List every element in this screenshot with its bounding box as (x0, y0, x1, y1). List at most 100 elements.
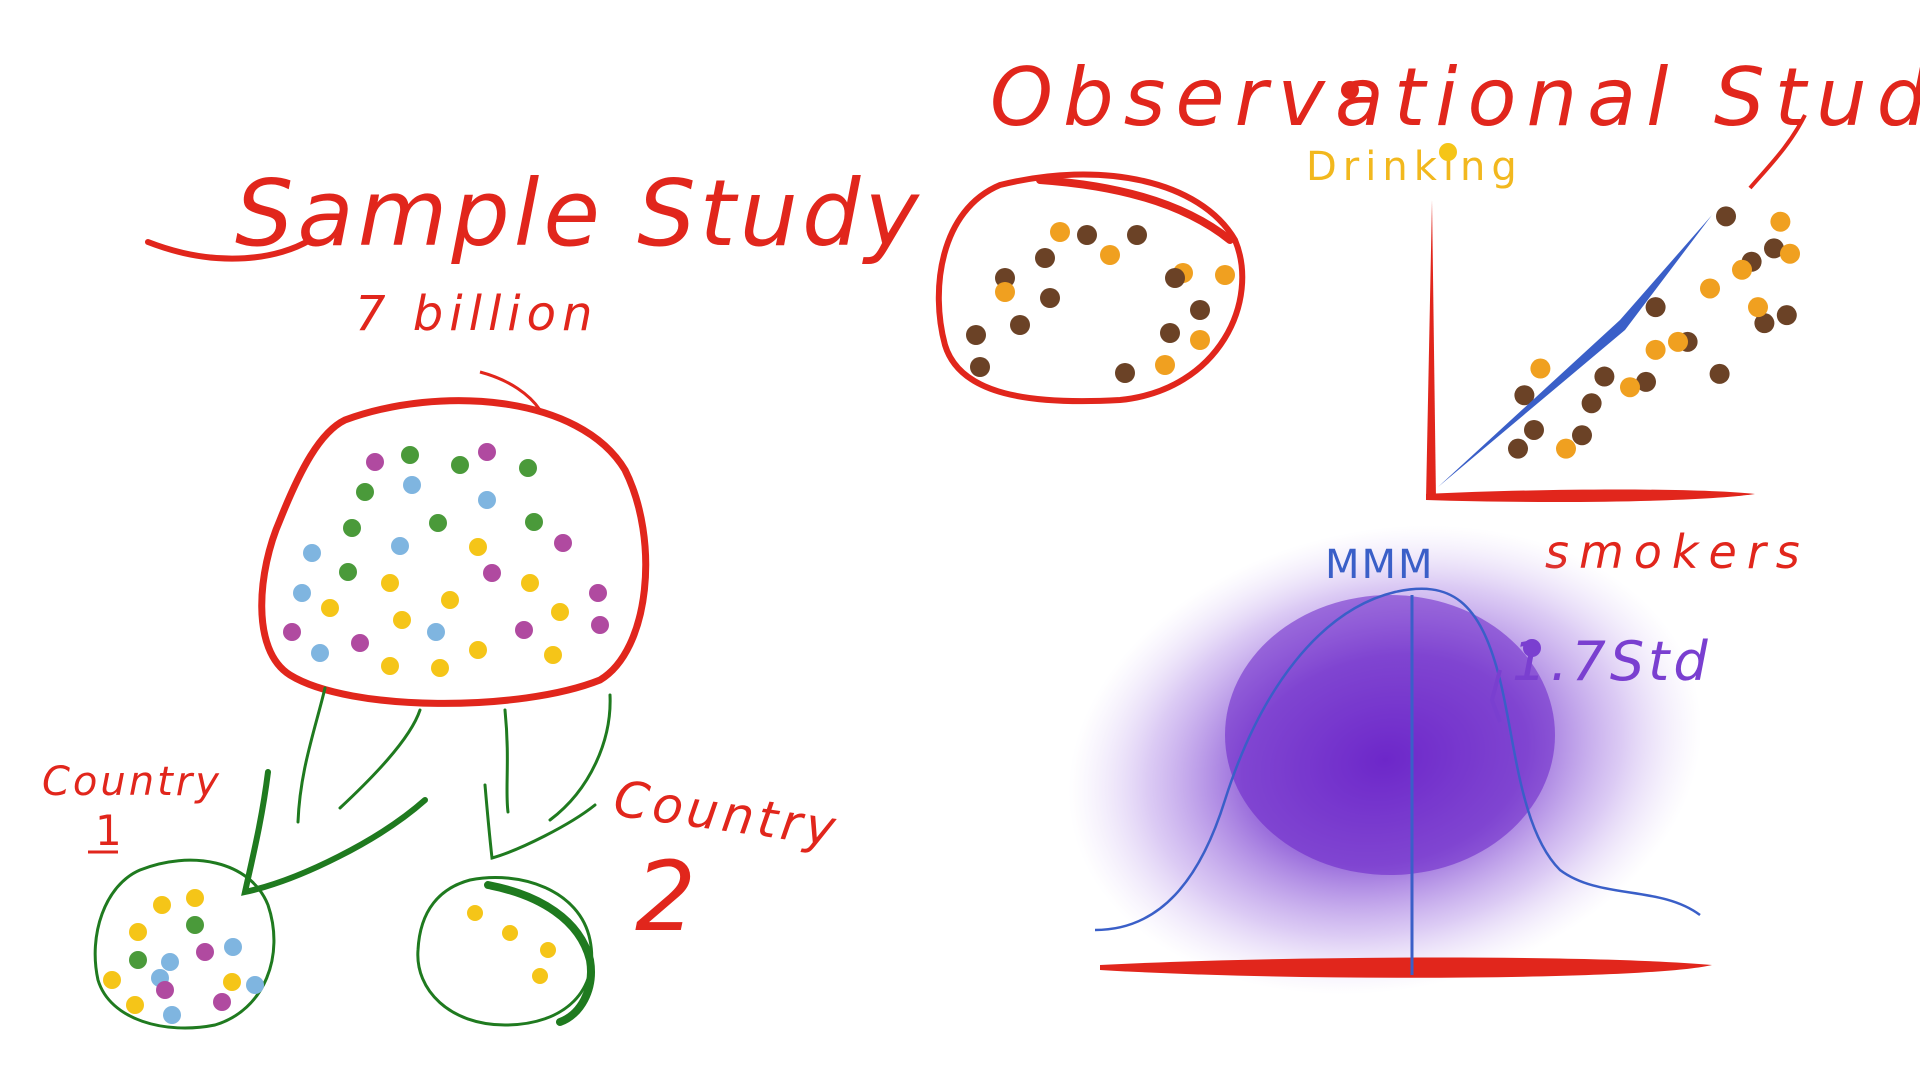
observational-sample-dot (995, 268, 1015, 288)
observational-sample-dot (1160, 323, 1180, 343)
population-dot (554, 534, 572, 552)
country2-dot (467, 905, 483, 921)
country2-dots (467, 905, 556, 984)
observational-sample-blob (935, 171, 1246, 405)
distribution-curve (1094, 587, 1701, 932)
title-tail-stroke (1748, 114, 1807, 190)
observational-sample-dot (995, 282, 1015, 302)
population-dot (303, 544, 321, 562)
population-dot (339, 563, 357, 581)
country1-label: Country (42, 759, 222, 805)
country1-dot (213, 993, 231, 1011)
scatter-point (1524, 419, 1544, 440)
scatter-point (1748, 297, 1768, 318)
scatter-y-label: Drinking (1306, 144, 1523, 190)
country1-dot (224, 938, 242, 956)
population-dot (451, 456, 469, 474)
country2-number: 2 (635, 841, 696, 953)
population-blob-accent (479, 370, 542, 411)
sample-study-title: Sample Study (235, 160, 923, 267)
population-dot (469, 538, 487, 556)
scatter-point (1732, 259, 1752, 280)
country1-dot (186, 916, 204, 934)
population-dot (525, 513, 543, 531)
scatter-point (1556, 438, 1576, 459)
population-dot (589, 584, 607, 602)
scatter-point (1645, 297, 1666, 318)
population-dot (591, 616, 609, 634)
scatter-point (1594, 366, 1615, 387)
country1-dot (163, 1006, 181, 1024)
population-dot (478, 491, 496, 509)
country2-blob-accent (484, 881, 595, 1026)
scatter-point (1636, 371, 1656, 392)
population-dot (478, 443, 496, 461)
population-dot (427, 623, 445, 641)
arrow-to-country2-a (503, 708, 510, 814)
scatter-point (1668, 331, 1688, 352)
scatter-point (1780, 243, 1800, 264)
observational-sample-dot (1115, 363, 1135, 383)
scatter-point (1645, 339, 1666, 360)
drinking-label-dot (1439, 143, 1457, 161)
mean-label: MMM (1325, 542, 1435, 588)
scatter-point (1620, 377, 1640, 398)
country1-dot (126, 996, 144, 1014)
country1-dot (153, 896, 171, 914)
population-dot (391, 537, 409, 555)
scatter-point (1530, 358, 1551, 379)
observational-sample-dot (1010, 315, 1030, 335)
arrow-to-country2-head (483, 783, 597, 860)
country1-dot (129, 923, 147, 941)
observational-sample-blob-accent (1036, 176, 1234, 244)
population-dot (293, 584, 311, 602)
population-dot (401, 446, 419, 464)
arrow-to-country1-b (338, 708, 422, 810)
population-dot (381, 657, 399, 675)
country2-blob (416, 876, 594, 1027)
population-dot (366, 453, 384, 471)
population-dot (283, 623, 301, 641)
scatter-y-axis (1426, 200, 1436, 500)
country1-dot (129, 951, 147, 969)
population-dot (351, 634, 369, 652)
scatter-point (1508, 438, 1528, 459)
population-dot (343, 519, 361, 537)
country2-dot (540, 942, 556, 958)
population-dot (321, 599, 339, 617)
observational-sample-dot (1127, 225, 1147, 245)
scatter-point (1776, 305, 1797, 326)
observational-study-title: Observational Study (990, 51, 1920, 144)
population-dot (551, 603, 569, 621)
observational-sample-dots (966, 222, 1235, 383)
std-marker (1489, 669, 1502, 723)
population-dot (441, 591, 459, 609)
std-label: 1.7Std (1512, 630, 1712, 693)
country1-number: 1 (95, 806, 122, 855)
observational-sample-dot (1077, 225, 1097, 245)
country1-dots (103, 889, 264, 1024)
population-dots (283, 443, 609, 677)
country1-dot (196, 943, 214, 961)
population-dot (469, 641, 487, 659)
population-dot (403, 476, 421, 494)
scatter-plot-points (1508, 206, 1800, 459)
population-dot (429, 514, 447, 532)
title-underline-swash (145, 237, 313, 262)
population-dot (311, 644, 329, 662)
observational-study-section: Observational Study Drinking smokers (935, 51, 1920, 579)
population-dot (519, 459, 537, 477)
observational-sample-dot (1190, 300, 1210, 320)
population-dot (356, 483, 374, 501)
observational-sample-dot (1165, 268, 1185, 288)
title-i-dot (1341, 81, 1359, 99)
observational-sample-dot (1215, 265, 1235, 285)
country2-dot (532, 968, 548, 984)
scatter-point (1581, 393, 1602, 414)
country1-dot (186, 889, 204, 907)
scatter-point (1514, 385, 1535, 406)
population-dot (431, 659, 449, 677)
population-dot (544, 646, 562, 664)
observational-sample-dot (1155, 355, 1175, 375)
